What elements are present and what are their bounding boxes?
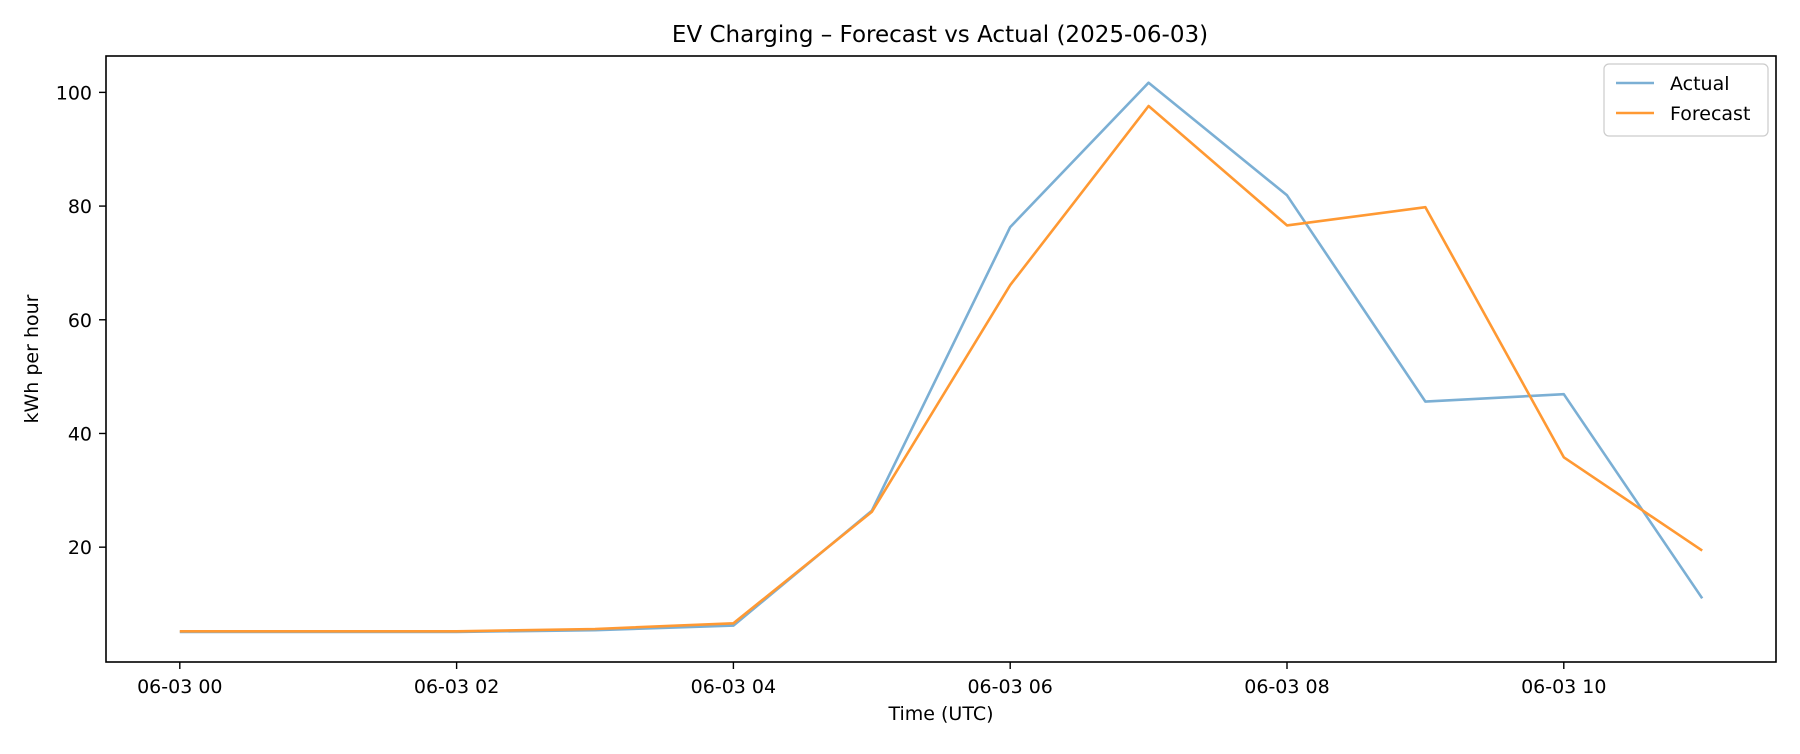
x-tick-label: 06-03 04	[691, 676, 776, 698]
series-lines	[179, 81, 1704, 634]
x-tick-label: 06-03 10	[1521, 676, 1606, 698]
series-line-forecast	[179, 104, 1703, 633]
y-tick-label: 100	[56, 82, 92, 104]
y-tick-label: 80	[68, 196, 92, 218]
y-tick-label: 60	[68, 310, 92, 332]
x-tick-label: 06-03 08	[1244, 676, 1329, 698]
y-axis-label: kWh per hour	[21, 294, 43, 423]
chart-title: EV Charging – Forecast vs Actual (2025-0…	[672, 22, 1208, 48]
x-tick-label: 06-03 06	[967, 676, 1052, 698]
series-line-actual	[179, 81, 1704, 634]
x-tick-label: 06-03 00	[137, 676, 222, 698]
x-tick-label: 06-03 02	[414, 676, 499, 698]
y-tick-label: 20	[68, 537, 92, 559]
x-axis-label: Time (UTC)	[887, 703, 993, 725]
plot-frame	[105, 55, 1777, 663]
y-tick-label: 40	[68, 423, 92, 445]
legend-label-actual: Actual	[1670, 73, 1730, 95]
y-axis-ticks: 20 40 60 80 100	[56, 82, 106, 559]
legend: Actual Forecast	[1603, 63, 1769, 137]
x-axis-ticks: 06-03 00 06-03 02 06-03 04 06-03 06 06-03 08…	[137, 662, 1607, 698]
legend-label-forecast: Forecast	[1670, 103, 1750, 125]
